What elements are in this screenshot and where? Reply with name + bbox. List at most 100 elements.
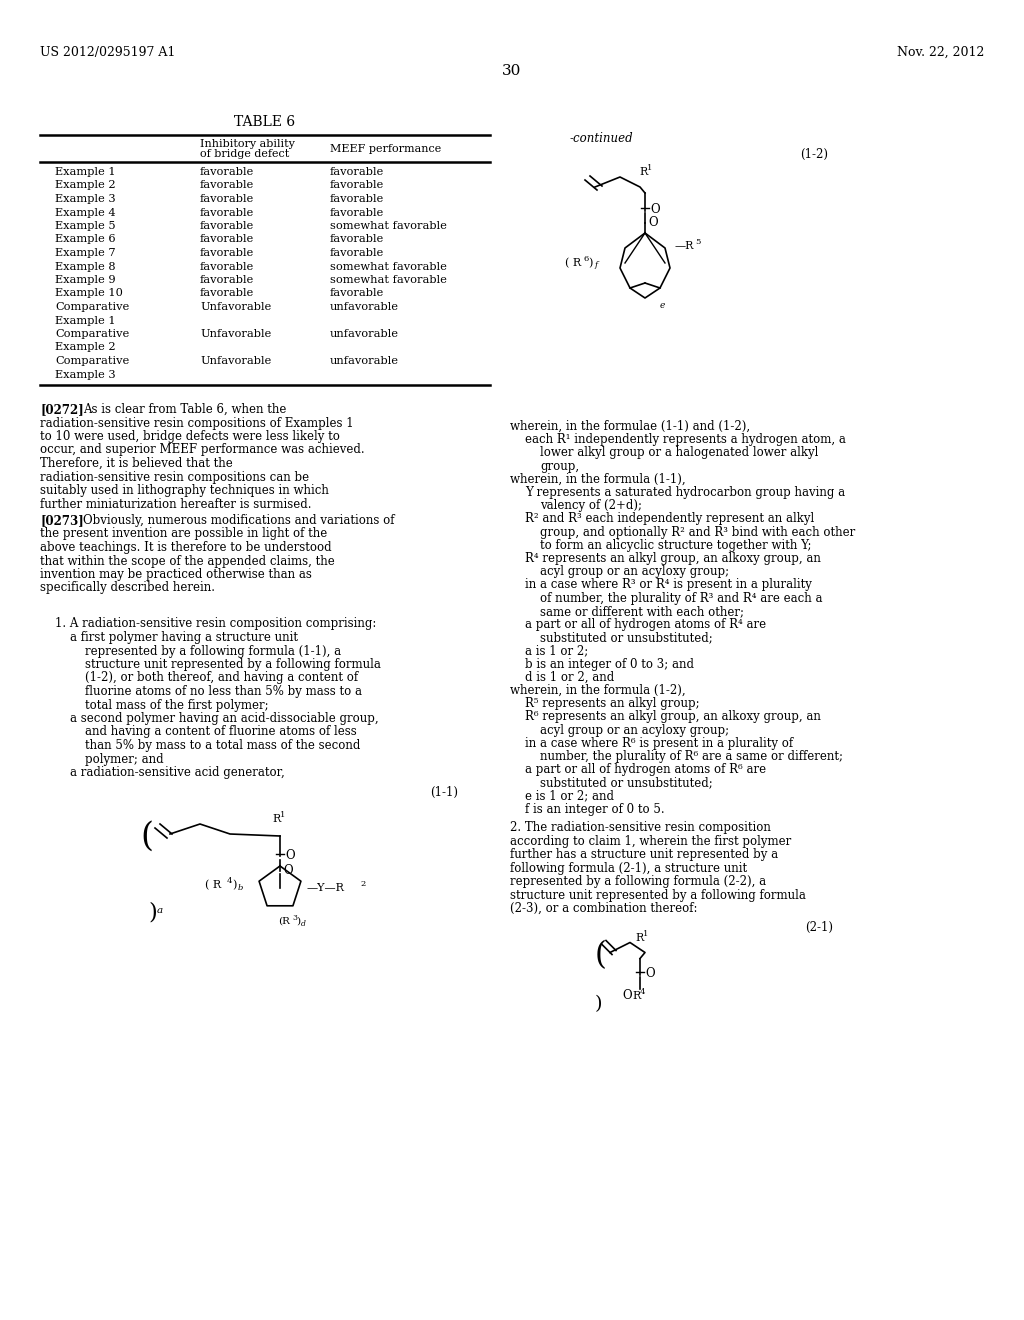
Text: (1-2): (1-2) [800,148,828,161]
Text: favorable: favorable [200,248,254,257]
Text: —Y—R: —Y—R [307,883,345,894]
Text: R⁵ represents an alkyl group;: R⁵ represents an alkyl group; [525,697,699,710]
Text: of bridge defect: of bridge defect [200,149,289,158]
Text: f is an integer of 0 to 5.: f is an integer of 0 to 5. [525,803,665,816]
Text: 6: 6 [583,255,588,263]
Text: 1: 1 [280,810,286,818]
Text: a: a [157,906,163,915]
Text: in a case where R⁶ is present in a plurality of: in a case where R⁶ is present in a plura… [525,737,794,750]
Text: substituted or unsubstituted;: substituted or unsubstituted; [540,776,713,789]
Text: ): ) [595,995,602,1014]
Text: total mass of the first polymer;: total mass of the first polymer; [85,698,268,711]
Text: Example 8: Example 8 [55,261,116,272]
Text: O: O [650,203,659,216]
Text: somewhat favorable: somewhat favorable [330,261,446,272]
Text: 1: 1 [647,164,652,172]
Text: Example 9: Example 9 [55,275,116,285]
Text: Inhibitory ability: Inhibitory ability [200,139,295,149]
Text: lower alkyl group or a halogenated lower alkyl: lower alkyl group or a halogenated lower… [540,446,818,459]
Text: favorable: favorable [200,194,254,205]
Text: a second polymer having an acid-dissociable group,: a second polymer having an acid-dissocia… [70,711,379,725]
Text: R² and R³ each independently represent an alkyl: R² and R³ each independently represent a… [525,512,814,525]
Text: favorable: favorable [330,194,384,205]
Text: favorable: favorable [200,181,254,190]
Text: same or different with each other;: same or different with each other; [540,605,744,618]
Text: O: O [645,966,654,979]
Text: (: ( [140,821,153,853]
Text: somewhat favorable: somewhat favorable [330,275,446,285]
Text: further has a structure unit represented by a: further has a structure unit represented… [510,847,778,861]
Text: Example 4: Example 4 [55,207,116,218]
Text: favorable: favorable [330,181,384,190]
Text: favorable: favorable [330,207,384,218]
Text: favorable: favorable [330,235,384,244]
Text: polymer; and: polymer; and [85,752,164,766]
Text: O: O [285,849,295,862]
Text: (2-3), or a combination thereof:: (2-3), or a combination thereof: [510,902,697,915]
Text: d is 1 or 2, and: d is 1 or 2, and [525,671,614,684]
Text: following formula (2-1), a structure unit: following formula (2-1), a structure uni… [510,862,748,875]
Text: R: R [632,990,640,1001]
Text: favorable: favorable [200,207,254,218]
Text: and having a content of fluorine atoms of less: and having a content of fluorine atoms o… [85,726,356,738]
Text: to form an alicyclic structure together with Y;: to form an alicyclic structure together … [540,539,811,552]
Text: Obviously, numerous modifications and variations of: Obviously, numerous modifications and va… [83,513,394,527]
Text: Example 3: Example 3 [55,370,116,380]
Text: that within the scope of the appended claims, the: that within the scope of the appended cl… [40,554,335,568]
Text: somewhat favorable: somewhat favorable [330,220,446,231]
Text: to 10 were used, bridge defects were less likely to: to 10 were used, bridge defects were les… [40,430,340,444]
Text: (: ( [595,941,607,972]
Text: invention may be practiced otherwise than as: invention may be practiced otherwise tha… [40,568,312,581]
Text: Comparative: Comparative [55,329,129,339]
Text: US 2012/0295197 A1: US 2012/0295197 A1 [40,46,175,59]
Text: Unfavorable: Unfavorable [200,329,271,339]
Text: TABLE 6: TABLE 6 [234,115,296,129]
Text: group,: group, [540,459,580,473]
Text: of number, the plurality of R³ and R⁴ are each a: of number, the plurality of R³ and R⁴ ar… [540,591,822,605]
Text: 4: 4 [227,876,232,884]
Text: Example 7: Example 7 [55,248,116,257]
Text: R: R [272,814,281,824]
Text: f: f [595,261,598,269]
Text: suitably used in lithography techniques in which: suitably used in lithography techniques … [40,484,329,498]
Text: As is clear from Table 6, when the: As is clear from Table 6, when the [83,403,287,416]
Text: wherein, in the formula (1-1),: wherein, in the formula (1-1), [510,473,686,486]
Text: in a case where R³ or R⁴ is present in a plurality: in a case where R³ or R⁴ is present in a… [525,578,812,591]
Text: Example 3: Example 3 [55,194,116,205]
Text: [0273]: [0273] [40,513,84,527]
Text: acyl group or an acyloxy group;: acyl group or an acyloxy group; [540,723,729,737]
Text: favorable: favorable [200,289,254,298]
Text: (1-2), or both thereof, and having a content of: (1-2), or both thereof, and having a con… [85,672,358,685]
Text: O: O [283,865,293,876]
Text: R: R [639,168,647,177]
Text: (1-1): (1-1) [430,785,458,799]
Text: 4: 4 [640,987,645,995]
Text: a radiation-sensitive acid generator,: a radiation-sensitive acid generator, [70,766,285,779]
Text: ( R: ( R [205,880,221,890]
Text: (R: (R [278,917,290,927]
Text: e: e [660,301,666,310]
Text: favorable: favorable [200,220,254,231]
Text: -continued: -continued [570,132,634,145]
Text: structure unit represented by a following formula: structure unit represented by a followin… [85,657,381,671]
Text: wherein, in the formulae (1-1) and (1-2),: wherein, in the formulae (1-1) and (1-2)… [510,420,751,433]
Text: Example 1: Example 1 [55,168,116,177]
Text: Example 5: Example 5 [55,220,116,231]
Text: R: R [635,932,643,942]
Text: represented by a following formula (2-2), a: represented by a following formula (2-2)… [510,875,766,888]
Text: favorable: favorable [330,168,384,177]
Text: d: d [301,920,306,928]
Text: according to claim 1, wherein the first polymer: according to claim 1, wherein the first … [510,834,792,847]
Text: above teachings. It is therefore to be understood: above teachings. It is therefore to be u… [40,541,332,554]
Text: ): ) [232,880,237,890]
Text: specifically described herein.: specifically described herein. [40,582,215,594]
Text: 2. The radiation-sensitive resin composition: 2. The radiation-sensitive resin composi… [510,821,771,834]
Text: radiation-sensitive resin compositions can be: radiation-sensitive resin compositions c… [40,470,309,483]
Text: Example 1: Example 1 [55,315,116,326]
Text: a first polymer having a structure unit: a first polymer having a structure unit [70,631,298,644]
Text: 3: 3 [292,913,297,921]
Text: MEEF performance: MEEF performance [330,144,441,154]
Text: Y represents a saturated hydrocarbon group having a: Y represents a saturated hydrocarbon gro… [525,486,845,499]
Text: R⁴ represents an alkyl group, an alkoxy group, an: R⁴ represents an alkyl group, an alkoxy … [525,552,821,565]
Text: O: O [622,989,632,1002]
